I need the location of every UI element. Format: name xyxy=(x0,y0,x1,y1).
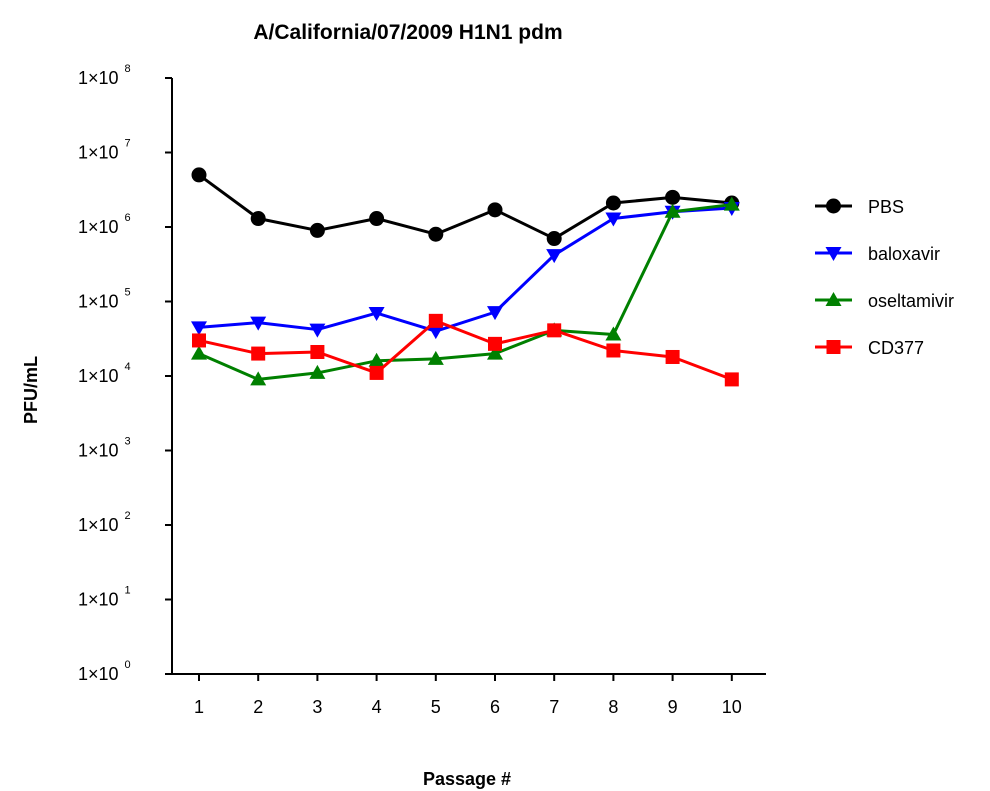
data-point xyxy=(191,167,207,183)
data-point xyxy=(191,345,207,360)
data-point xyxy=(546,231,562,247)
y-axis-title: PFU/mL xyxy=(21,356,41,424)
x-axis-title: Passage # xyxy=(423,769,511,789)
legend-marker xyxy=(826,198,841,214)
data-point xyxy=(605,212,622,227)
y-tick-exponent: 8 xyxy=(125,63,131,75)
y-tick-exponent: 7 xyxy=(125,138,131,150)
data-point xyxy=(369,211,385,227)
legend-marker xyxy=(826,340,841,354)
y-tick-label: 1×10 2 xyxy=(78,510,131,535)
x-tick-label: 4 xyxy=(372,697,382,717)
legend-marker xyxy=(825,292,842,306)
y-tick-exponent: 6 xyxy=(125,212,131,224)
y-tick-exponent: 5 xyxy=(125,287,131,299)
y-tick-label: 1×10 7 xyxy=(78,138,131,163)
series-cd377 xyxy=(192,313,739,387)
data-point xyxy=(487,202,503,218)
x-tick-label: 2 xyxy=(253,697,263,717)
data-point xyxy=(309,222,325,238)
data-point xyxy=(665,349,680,364)
legend-item-cd377: CD377 xyxy=(815,338,924,358)
legend: PBS baloxavir oseltamivir CD377 xyxy=(815,197,954,358)
x-tick-label: 6 xyxy=(490,697,500,717)
data-point xyxy=(605,326,622,341)
y-tick-exponent: 4 xyxy=(125,361,131,373)
x-tick-label: 9 xyxy=(668,697,678,717)
data-point xyxy=(309,364,326,379)
data-point xyxy=(546,249,563,264)
data-point xyxy=(428,313,443,328)
legend-label: baloxavir xyxy=(868,244,940,264)
data-point xyxy=(191,321,207,336)
data-point xyxy=(427,325,444,340)
legend-marker xyxy=(825,247,842,261)
y-tick-label: 1×10 6 xyxy=(78,212,131,237)
series-line xyxy=(198,206,732,333)
data-point xyxy=(665,189,681,205)
legend-item-baloxavir: baloxavir xyxy=(815,244,940,264)
data-point xyxy=(605,195,621,211)
data-point xyxy=(310,344,325,359)
x-tick-label: 5 xyxy=(431,697,441,717)
data-point xyxy=(724,372,739,387)
legend-label: oseltamivir xyxy=(868,291,954,311)
legend-item-pbs: PBS xyxy=(815,197,904,217)
data-point xyxy=(309,323,326,338)
data-point xyxy=(250,371,267,386)
data-point xyxy=(664,203,681,218)
y-tick-label: 1×10 3 xyxy=(78,436,131,461)
data-point xyxy=(547,323,562,338)
series-line xyxy=(198,319,733,381)
x-tick-label: 7 xyxy=(549,697,559,717)
data-point xyxy=(368,352,385,367)
series-pbs xyxy=(191,167,740,247)
data-point xyxy=(606,343,621,358)
y-tick-exponent: 3 xyxy=(125,436,131,448)
y-tick-exponent: 2 xyxy=(125,510,131,522)
y-tick-exponent: 1 xyxy=(125,585,131,597)
data-point xyxy=(192,333,206,348)
y-tick-label: 1×10 5 xyxy=(78,287,131,312)
legend-item-oseltamivir: oseltamivir xyxy=(815,291,954,311)
y-tick-label: 1×10 4 xyxy=(78,361,131,386)
x-tick-label: 3 xyxy=(312,697,322,717)
data-point xyxy=(487,345,503,360)
y-tick-label: 1×10 0 xyxy=(78,659,131,684)
data-point xyxy=(250,316,267,331)
data-point xyxy=(250,211,266,227)
series-line xyxy=(198,203,732,381)
data-point xyxy=(487,306,503,321)
data-point xyxy=(488,336,502,351)
data-point xyxy=(723,196,740,211)
legend-label: PBS xyxy=(868,197,904,217)
data-point xyxy=(369,365,384,380)
y-tick-exponent: 0 xyxy=(125,659,131,671)
data-point xyxy=(251,346,266,361)
axes: 1×10 0 1×10 1 1×10 2 1×10 3 1×10 4 1×10 5 1×10 6 1×10 7… xyxy=(78,63,766,717)
x-tick-label: 8 xyxy=(608,697,618,717)
x-tick-label: 10 xyxy=(722,697,742,717)
legend-label: CD377 xyxy=(868,338,924,358)
series-line xyxy=(198,173,732,241)
x-tick-label: 1 xyxy=(194,697,204,717)
chart-title: A/California/07/2009 H1N1 pdm xyxy=(253,21,562,44)
data-point xyxy=(368,307,385,322)
series-oseltamivir xyxy=(191,196,740,386)
data-point xyxy=(427,350,444,365)
series-layer xyxy=(191,167,740,387)
y-tick-label: 1×10 8 xyxy=(78,63,131,88)
data-point xyxy=(428,226,444,242)
y-tick-label: 1×10 1 xyxy=(78,585,131,610)
